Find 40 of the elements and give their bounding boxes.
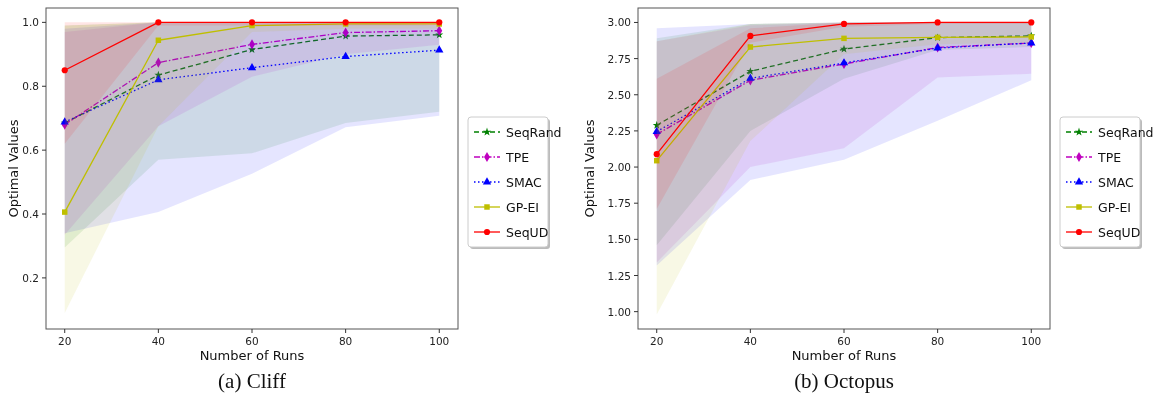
- x-tick-label: 60: [837, 335, 851, 347]
- y-tick-label: 0.2: [22, 271, 39, 284]
- legend-label: SeqRand: [506, 124, 562, 140]
- y-tick-label: 2.00: [607, 161, 631, 174]
- x-axis-title: Number of Runs: [791, 348, 897, 363]
- y-tick-label: 2.50: [607, 88, 631, 101]
- legend-label: SeqUD: [506, 224, 549, 240]
- legend-label: SeqUD: [1098, 224, 1141, 240]
- legend-label: GP-EI: [506, 199, 540, 215]
- x-tick-label: 80: [338, 335, 353, 347]
- x-tick-label: 80: [930, 335, 945, 347]
- y-tick-label: 1.0: [22, 16, 39, 29]
- text: (b) Octopus: [794, 369, 894, 393]
- legend-label: TPE: [505, 149, 530, 165]
- y-tick-label: 0.4: [22, 208, 40, 221]
- y-tick-label: 1.25: [607, 269, 631, 282]
- x-tick-label: 20: [58, 335, 72, 347]
- x-tick-label: 60: [245, 335, 259, 347]
- y-tick-label: 2.25: [607, 124, 631, 137]
- y-axis-title: Optimal Values: [6, 119, 21, 218]
- legend-label: SMAC: [1098, 174, 1135, 190]
- y-tick-label: 2.75: [607, 52, 631, 65]
- legend-label: TPE: [1097, 149, 1122, 165]
- legend-label: SMAC: [506, 174, 543, 190]
- x-tick-label: 40: [743, 335, 758, 347]
- x-tick-label: 40: [151, 335, 166, 347]
- x-tick-label: 100: [429, 335, 450, 347]
- text: (a) Cliff: [218, 369, 286, 393]
- y-tick-label: 1.00: [607, 305, 631, 318]
- y-tick-label: 1.50: [607, 233, 631, 246]
- x-tick-label: 20: [650, 335, 664, 347]
- x-tick-label: 100: [1021, 335, 1042, 347]
- x-axis-title: Number of Runs: [199, 348, 305, 363]
- legend-label: SeqRand: [1098, 124, 1154, 140]
- y-tick-label: 0.6: [22, 144, 40, 157]
- y-axis-title: Optimal Values: [582, 119, 597, 218]
- y-tick-label: 1.75: [607, 197, 631, 210]
- y-tick-label: 0.8: [22, 80, 39, 93]
- y-tick-label: 3.00: [607, 16, 631, 29]
- legend-label: GP-EI: [1098, 199, 1132, 215]
